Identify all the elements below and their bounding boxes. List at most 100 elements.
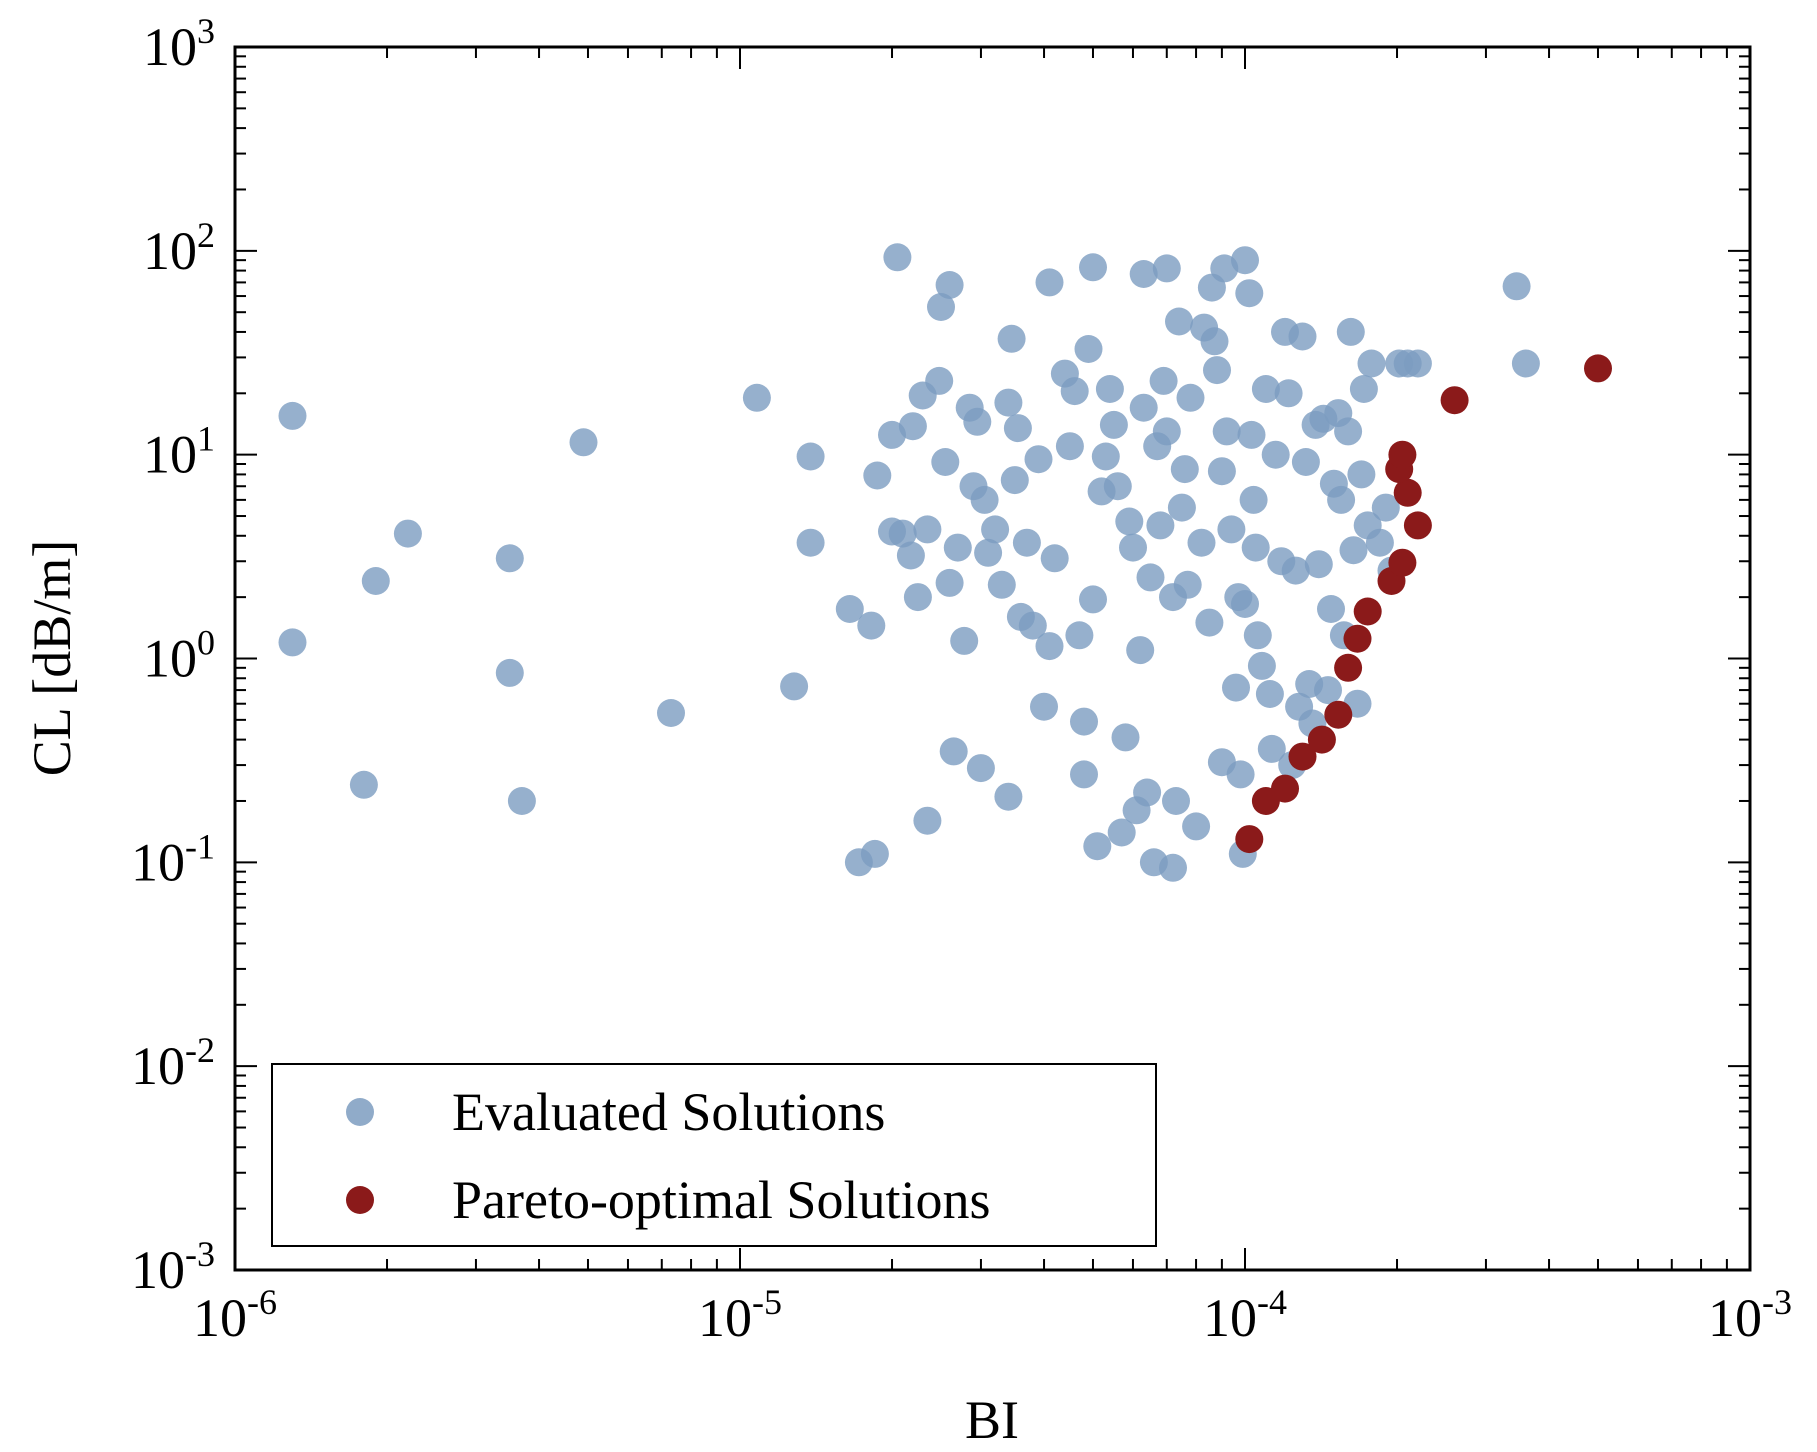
pareto-point [1393,478,1422,507]
evaluated-point [1055,432,1084,461]
evaluated-point [1182,812,1211,841]
evaluated-point [1107,818,1136,847]
evaluated-point [1291,448,1320,476]
evaluated-point [1314,676,1342,705]
evaluated-point [1079,253,1107,282]
evaluated-point [925,366,954,395]
x-tick-label: 10-4 [1203,1282,1287,1348]
y-tick-label: 10-1 [131,826,215,892]
evaluated-point [913,806,942,835]
evaluated-point [1129,260,1158,288]
x-tick-label: 10-3 [1708,1282,1792,1348]
evaluated-point [1212,417,1241,446]
evaluated-point [1357,349,1386,378]
evaluated-point [974,538,1003,567]
evaluated-point [349,770,378,799]
evaluated-point [1226,760,1255,789]
evaluated-point [1012,528,1041,557]
evaluated-point [1119,533,1147,562]
legend-box [271,1063,1157,1247]
evaluated-point [994,388,1023,417]
evaluated-point [966,754,995,783]
evaluated-point [1129,393,1158,422]
evaluated-point [278,628,307,657]
evaluated-point [1018,611,1047,640]
y-tick-label: 100 [143,623,215,689]
evaluated-point [913,515,942,544]
tick-labels: 10-6 10-5 10-4 10-3 10-3 10-2 10-1 100 101 102 103 [131,11,1792,1348]
evaluated-point [1247,651,1276,680]
pareto-point [1271,774,1299,803]
evaluated-point [1115,507,1144,536]
evaluated-point [1111,723,1140,752]
evaluated-point [883,243,912,272]
evaluated-point [278,401,307,430]
evaluated-point [495,658,524,687]
evaluated-point [796,442,825,471]
evaluated-point [935,568,964,597]
evaluated-point [1336,317,1365,346]
legend-marker-pareto [346,1186,374,1214]
evaluated-point [963,407,992,436]
evaluated-point [1083,832,1112,861]
evaluated-point [1146,511,1175,540]
evaluated-point [569,428,598,457]
y-tick-label: 101 [143,419,215,485]
evaluated-point [835,595,864,623]
evaluated-point [1251,375,1280,403]
evaluated-point [1203,356,1231,385]
evaluated-point [1065,621,1094,650]
evaluated-point [1170,455,1199,484]
evaluated-point [1365,528,1394,557]
evaluated-point [1200,327,1229,356]
evaluated-point [1231,246,1259,275]
y-tick-label: 102 [143,215,215,281]
x-tick-label: 10-6 [193,1282,277,1348]
evaluated-point [1347,460,1376,489]
y-tick-label: 103 [143,11,215,77]
pareto-point [1353,597,1382,626]
evaluated-point [1091,442,1120,471]
evaluated-point [780,672,809,701]
legend-marker-evaluated [346,1098,374,1126]
pareto-point [1288,742,1317,771]
evaluated-point [1237,420,1266,449]
evaluated-point [970,485,999,514]
evaluated-point [1255,680,1284,708]
pareto-point [1235,825,1264,854]
evaluated-point [1079,585,1107,614]
evaluated-point [997,324,1026,353]
evaluated-point [1159,853,1187,882]
evaluated-point [1024,445,1053,474]
evaluated-point [860,839,889,868]
evaluated-point [1099,410,1128,439]
evaluated-point [1207,457,1236,486]
evaluated-point [931,448,960,476]
y-axis-label: CL [dB/m] [22,540,82,777]
evaluated-point [1281,556,1310,585]
evaluated-point [1095,375,1124,403]
evaluated-point [935,271,964,299]
evaluated-point [1502,272,1531,301]
pareto-point [1334,653,1363,682]
evaluated-point [939,737,968,766]
evaluated-point [1239,485,1268,514]
evaluated-point [1349,375,1378,403]
legend-label-pareto: Pareto-optimal Solutions [452,1170,990,1230]
pareto-point [1343,624,1372,653]
points-layer [278,243,1612,882]
evaluated-point [1165,307,1193,336]
evaluated-point [1162,787,1190,815]
evaluated-point [657,699,685,727]
evaluated-point [987,570,1016,599]
evaluated-point [903,583,932,612]
evaluated-point [1070,760,1098,789]
evaluated-point [1035,268,1064,297]
evaluated-point [1243,621,1272,650]
evaluated-point [1030,692,1058,721]
evaluated-point [888,519,917,548]
evaluated-point [1334,417,1363,446]
evaluated-point [1060,377,1089,406]
evaluated-point [927,293,955,321]
evaluated-point [1511,349,1540,378]
